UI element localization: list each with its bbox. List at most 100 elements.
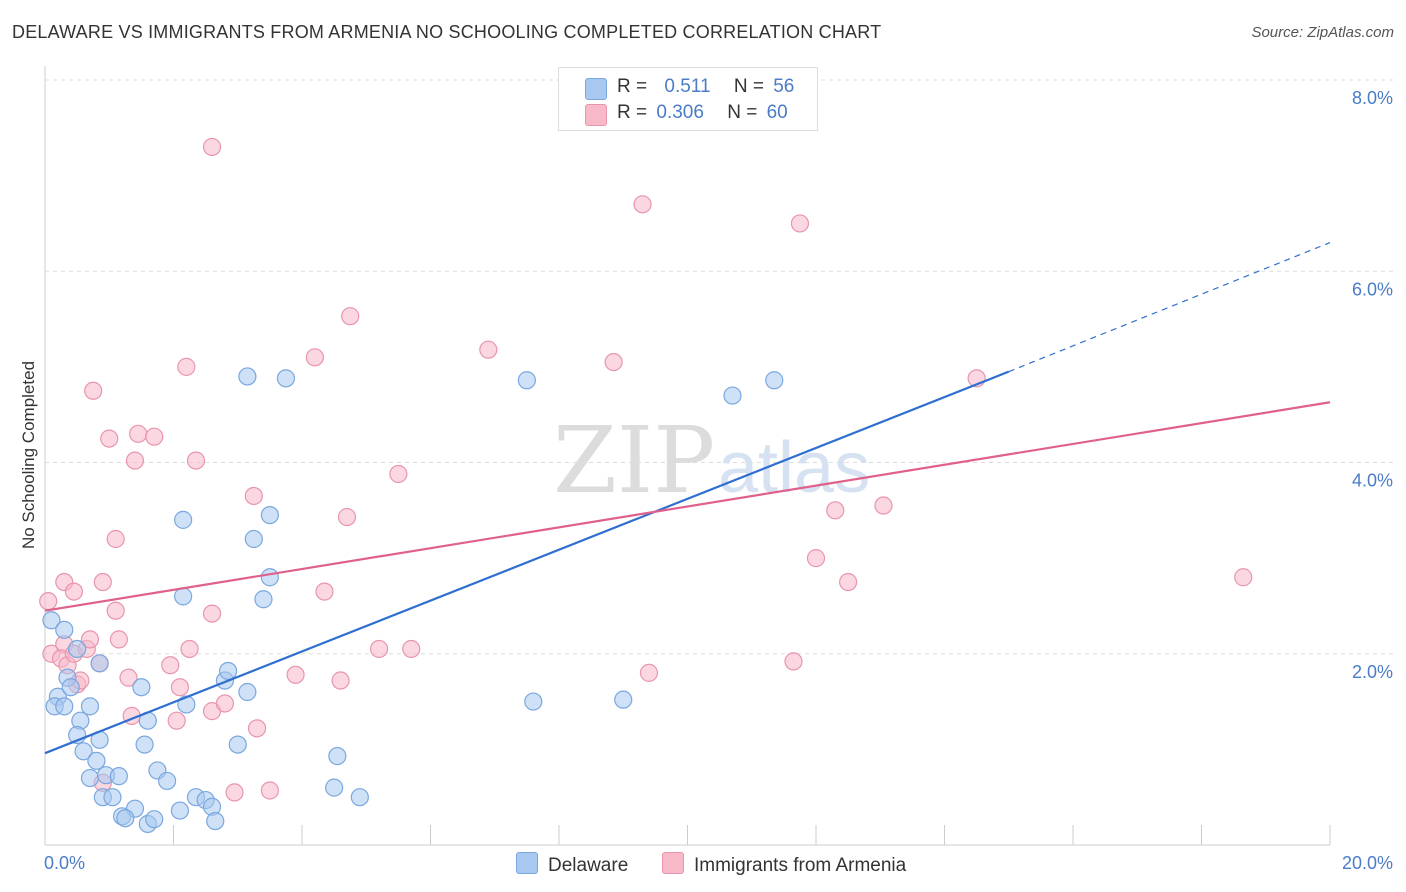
data-point-armenia xyxy=(106,601,125,620)
data-point-armenia xyxy=(100,429,119,448)
data-point-delaware xyxy=(103,788,122,807)
data-point-delaware xyxy=(145,810,164,829)
y-tick-label: 2.0% xyxy=(1352,662,1393,682)
grid-lines xyxy=(45,79,1395,655)
data-point-delaware xyxy=(276,369,296,388)
data-point-armenia xyxy=(639,663,659,682)
data-point-armenia xyxy=(167,711,186,730)
bottom-legend-armenia: Immigrants from Armenia xyxy=(662,852,906,877)
bottom-legend-label-armenia: Immigrants from Armenia xyxy=(694,855,907,876)
legend-n-label: N = xyxy=(733,76,764,97)
watermark-zip: ZIP xyxy=(553,407,715,514)
data-point-delaware xyxy=(80,697,100,716)
data-point-delaware xyxy=(87,751,106,770)
data-point-delaware xyxy=(350,788,369,807)
data-point-delaware xyxy=(109,767,128,786)
legend-r-label: R = xyxy=(617,102,648,123)
data-point-armenia xyxy=(389,464,408,484)
tick-labels: 2.0% 4.0% 6.0% 8.0% 0.0% 20.0% xyxy=(44,88,1393,873)
data-point-armenia xyxy=(161,656,180,675)
x-tick-label: 0.0% xyxy=(44,853,85,873)
data-point-armenia xyxy=(331,671,350,690)
series-delaware-points xyxy=(42,367,784,834)
data-point-delaware xyxy=(328,746,347,766)
legend-n-value-delaware: 56 xyxy=(773,76,795,97)
data-point-armenia xyxy=(826,501,845,520)
data-point-armenia xyxy=(180,639,199,659)
data-point-delaware xyxy=(80,768,100,788)
data-point-delaware xyxy=(524,692,543,711)
data-point-armenia xyxy=(109,630,128,649)
data-point-armenia xyxy=(80,630,100,649)
data-point-delaware xyxy=(157,771,177,791)
data-point-delaware xyxy=(174,510,193,529)
legend-r-value-delaware: 0.511 xyxy=(664,76,711,97)
data-point-armenia xyxy=(244,486,263,506)
data-point-armenia xyxy=(202,137,222,157)
data-point-delaware xyxy=(219,661,238,681)
data-point-armenia xyxy=(145,427,164,446)
legend-n-label: N = xyxy=(727,102,758,123)
data-point-delaware xyxy=(135,735,154,754)
data-point-armenia xyxy=(784,652,803,671)
data-point-armenia xyxy=(260,781,279,800)
trend-lines xyxy=(44,242,1331,755)
data-point-armenia xyxy=(119,668,138,687)
data-point-armenia xyxy=(84,381,103,400)
bottom-legend-swatch-armenia xyxy=(662,852,684,874)
data-point-delaware xyxy=(260,568,279,587)
data-point-armenia xyxy=(125,451,145,470)
data-point-armenia xyxy=(839,572,858,592)
data-point-delaware xyxy=(42,611,61,630)
legend-r-value-armenia: 0.306 xyxy=(656,102,704,123)
data-point-delaware xyxy=(132,678,151,697)
stats-legend: R = 0.511 N = 56 R = 0.306 N = 60 xyxy=(558,67,818,131)
watermark: ZIP atlas xyxy=(553,407,870,514)
data-point-delaware xyxy=(260,505,279,525)
bottom-legend-delaware: Delaware xyxy=(516,852,628,877)
legend-swatch-armenia xyxy=(585,104,607,126)
data-point-armenia xyxy=(177,357,196,376)
data-point-delaware xyxy=(238,367,257,386)
data-point-delaware xyxy=(614,690,633,709)
data-point-delaware xyxy=(174,587,193,606)
data-point-armenia xyxy=(370,639,389,659)
data-point-armenia xyxy=(39,592,58,611)
data-point-delaware xyxy=(61,678,80,697)
trend-line-delaware-extension xyxy=(1008,242,1331,373)
data-point-armenia xyxy=(315,582,334,601)
y-tick-label: 6.0% xyxy=(1352,279,1393,299)
data-point-delaware xyxy=(68,639,87,659)
data-point-armenia xyxy=(305,348,324,367)
data-point-armenia xyxy=(170,678,190,697)
legend-n-value-armenia: 60 xyxy=(766,102,788,123)
data-point-delaware xyxy=(254,590,273,609)
data-point-armenia xyxy=(225,783,244,802)
data-point-armenia xyxy=(1234,568,1253,587)
x-tick-label: 20.0% xyxy=(1342,853,1393,873)
data-point-delaware xyxy=(238,682,257,702)
y-tick-label: 4.0% xyxy=(1352,471,1393,491)
data-point-delaware xyxy=(325,778,344,797)
watermark-atlas: atlas xyxy=(718,428,870,508)
bottom-legend-swatch-delaware xyxy=(516,852,538,874)
data-point-armenia xyxy=(341,307,360,326)
bottom-legend-label-delaware: Delaware xyxy=(548,855,629,876)
data-point-armenia xyxy=(186,451,206,470)
data-point-delaware xyxy=(244,529,263,549)
axes xyxy=(44,66,1331,846)
chart-title: DELAWARE VS IMMIGRANTS FROM ARMENIA NO S… xyxy=(12,22,882,42)
data-point-delaware xyxy=(765,371,784,390)
legend-swatch-delaware xyxy=(585,78,607,100)
data-point-delaware xyxy=(228,735,247,754)
data-point-delaware xyxy=(517,371,536,390)
data-point-armenia xyxy=(479,340,498,359)
data-point-delaware xyxy=(74,742,93,761)
data-point-armenia xyxy=(874,496,893,515)
data-point-delaware xyxy=(55,697,74,716)
data-point-armenia xyxy=(247,719,267,738)
data-point-delaware xyxy=(90,654,109,673)
y-tick-label: 8.0% xyxy=(1352,88,1393,108)
data-point-delaware xyxy=(177,695,196,714)
trend-line-delaware xyxy=(44,370,1010,755)
